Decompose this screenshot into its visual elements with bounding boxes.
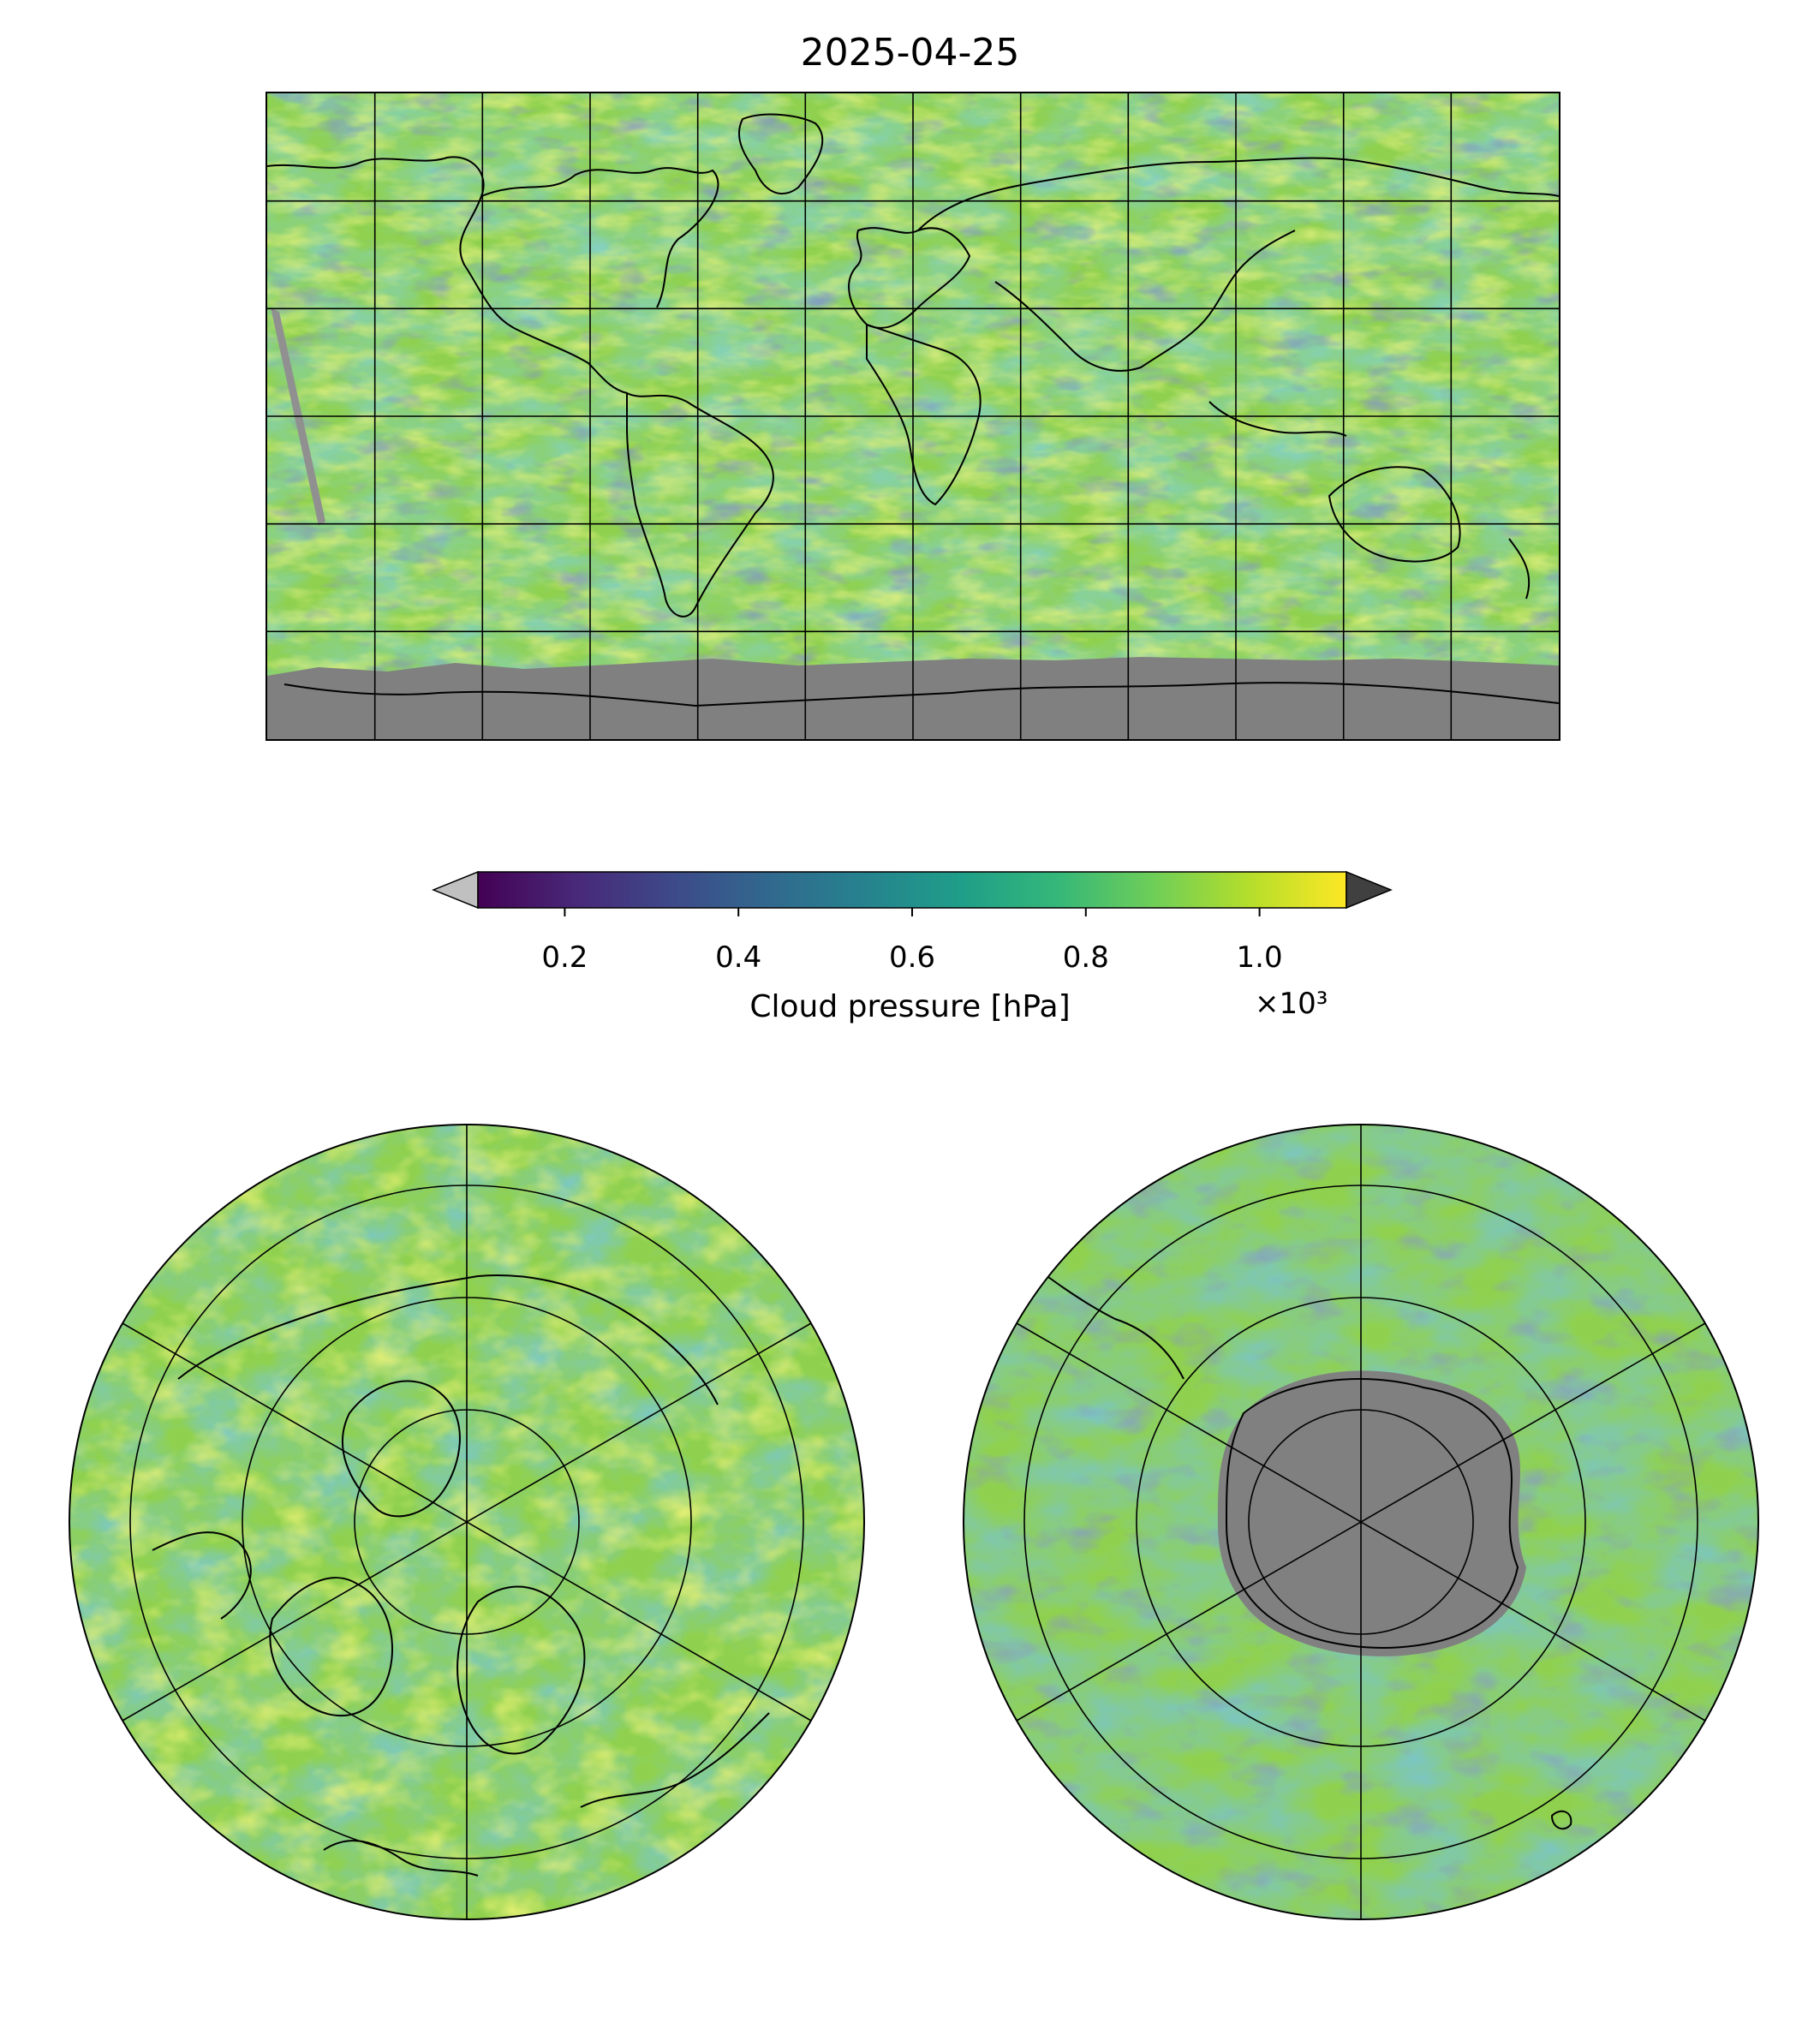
colorbar-tick-label: 0.6	[888, 940, 936, 975]
south-polar-gridlines	[1016, 1125, 1706, 1919]
global-map	[266, 92, 1560, 741]
south-polar-missing-data	[1218, 1370, 1526, 1656]
global-map-coastlines	[267, 113, 1559, 707]
north-polar-coastlines	[152, 1274, 770, 1877]
north-polar-gridlines	[122, 1125, 812, 1919]
south-polar-map	[963, 1124, 1759, 1920]
colorbar-gradient-bar	[477, 871, 1347, 909]
colorbar-ticks	[564, 908, 1261, 916]
colorbar-multiplier: ×10³	[1255, 987, 1328, 1021]
colorbar-label: Cloud pressure [hPa]	[749, 989, 1071, 1024]
colorbar-under-extension	[431, 870, 479, 910]
global-map-gridlines	[267, 93, 1559, 739]
colorbar-over-extension	[1346, 870, 1393, 910]
colorbar-tick-label: 1.0	[1236, 940, 1283, 975]
north-polar-border	[69, 1124, 865, 1920]
colorbar-tick-label: 0.2	[541, 940, 588, 975]
global-map-svg	[267, 93, 1559, 739]
south-polar-border	[963, 1124, 1759, 1920]
colorbar-tick-label: 0.4	[715, 940, 762, 975]
colorbar	[431, 870, 1393, 916]
north-polar-map	[69, 1124, 865, 1920]
figure-title: 2025-04-25	[800, 31, 1020, 75]
colorbar-tick-label: 0.8	[1062, 940, 1109, 975]
